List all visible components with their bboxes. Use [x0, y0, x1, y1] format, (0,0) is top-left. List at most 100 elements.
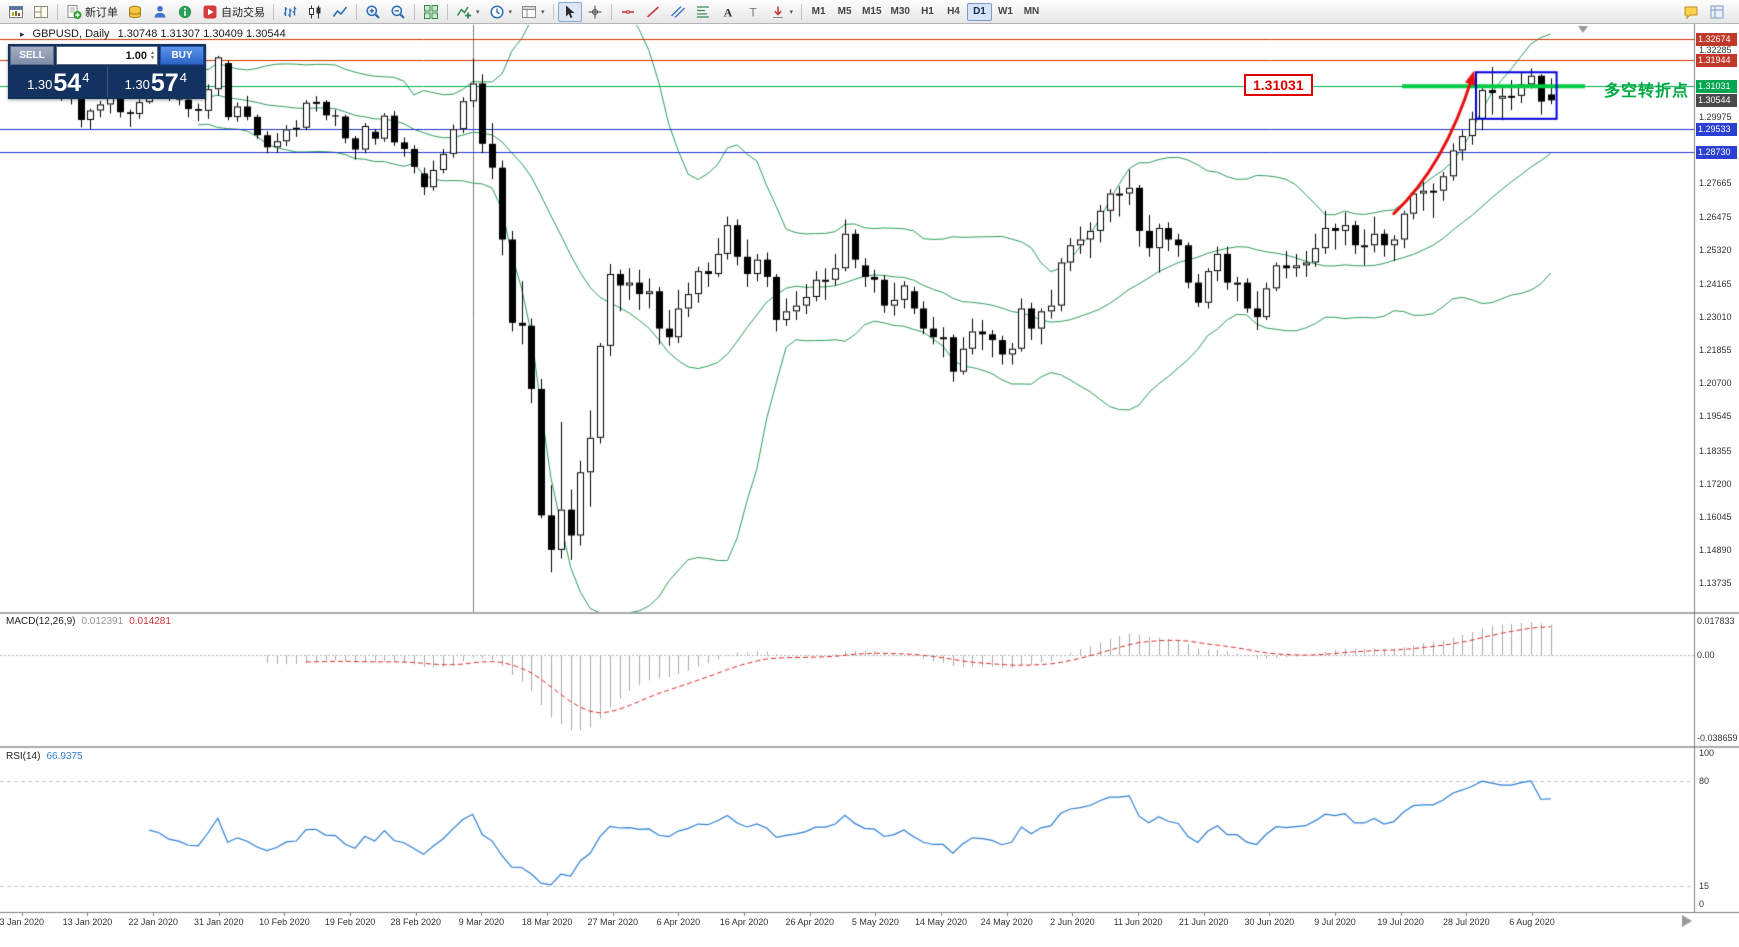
time-axis-label: 19 Jul 2020: [1377, 917, 1424, 927]
timeframe-m1-button[interactable]: M1: [811, 6, 826, 17]
market-watch-button[interactable]: [148, 2, 172, 22]
label-tool-icon: T: [749, 5, 757, 19]
time-axis-label: 28 Feb 2020: [390, 917, 442, 927]
time-axis-label: 21 Jun 2020: [1178, 917, 1229, 927]
volume-input[interactable]: 1.00 ▲ ▼: [56, 46, 158, 65]
crosshair-button[interactable]: [583, 2, 607, 22]
time-axis-label: 14 May 2020: [915, 917, 968, 927]
fibonacci-tool-button[interactable]: [691, 2, 715, 22]
tile-windows-button[interactable]: [419, 2, 443, 22]
templates-button[interactable]: ▾: [517, 2, 549, 22]
rsi-axis-value: 15: [1699, 880, 1710, 891]
time-axis-label: 2 Jun 2020: [1050, 917, 1095, 927]
timeframe-mn-button[interactable]: MN: [1023, 6, 1040, 17]
toolbar-separator: [356, 3, 357, 20]
candlestick-mode-button[interactable]: [303, 2, 327, 22]
cursor-icon: [565, 5, 575, 18]
mql5-services-icon: [1710, 5, 1724, 18]
chart-ohlc-values: 1.30748 1.31307 1.30409 1.30544: [117, 28, 286, 40]
price-tag: 1.31944: [1696, 53, 1737, 67]
time-axis-label: 19 Feb 2020: [324, 917, 376, 927]
time-axis-label: 22 Jan 2020: [128, 917, 178, 927]
autotrading-icon: [203, 5, 217, 18]
periods-button[interactable]: ▾: [485, 2, 517, 22]
timeframe-m5-button[interactable]: M5: [837, 6, 852, 17]
new-order-label: 新订单: [85, 6, 118, 19]
volume-stepper[interactable]: ▲ ▼: [150, 49, 155, 61]
text-tool-button[interactable]: A: [716, 2, 740, 22]
buy-button[interactable]: BUY: [160, 46, 204, 65]
label-tool-button[interactable]: T: [741, 2, 765, 22]
bar-chart-mode-icon: [283, 6, 297, 17]
zoom-in-button[interactable]: [361, 2, 385, 22]
spinner-up-icon[interactable]: ▲: [150, 49, 155, 56]
time-axis-label: 10 Feb 2020: [259, 917, 310, 927]
zoom-out-button[interactable]: [386, 2, 410, 22]
price-axis-tick: 1.19545: [1699, 411, 1732, 422]
price-axis-tick: 1.25320: [1699, 245, 1732, 256]
timeframe-d1-button[interactable]: D1: [966, 2, 992, 21]
macd-signal-value: 0.014281: [129, 616, 171, 627]
horizontal-line-tool-button[interactable]: [616, 2, 640, 22]
one-click-trading-panel: SELL 1.00 ▲ ▼ BUY 1.30 54 4 1.30 57 4: [8, 44, 206, 99]
bar-chart-mode-button[interactable]: [278, 2, 302, 22]
indicators-button[interactable]: ▾: [452, 2, 484, 22]
tile-windows-icon: [424, 4, 438, 19]
volume-value: 1.00: [125, 49, 148, 62]
autotrading-label: 自动交易: [221, 6, 265, 19]
symbols-button[interactable]: [123, 2, 147, 22]
trendline-tool-icon: [646, 5, 659, 18]
autotrading-button[interactable]: 自动交易: [198, 2, 269, 22]
sell-price-button[interactable]: 1.30 54 4: [10, 66, 107, 97]
time-axis-label: 26 Apr 2020: [785, 917, 834, 927]
rsi-axis-value: 0: [1699, 899, 1705, 909]
bid-price-big: 54: [53, 69, 82, 97]
price-tag: 1.28730: [1696, 145, 1737, 159]
timeframe-m15-button[interactable]: M15: [862, 6, 882, 17]
time-axis-label: 11 Jun 2020: [1113, 917, 1163, 927]
horizontal-line-tool-icon: [621, 9, 634, 14]
trendline-tool-button[interactable]: [641, 2, 665, 22]
price-flag-label: 1.31031: [1244, 74, 1313, 96]
new-order-icon: [67, 4, 82, 19]
new-chart-button[interactable]: [4, 2, 28, 22]
timeframe-m30-button[interactable]: M30: [890, 6, 910, 17]
symbols-icon: [129, 5, 141, 18]
profiles-button[interactable]: [29, 2, 53, 22]
navigator-button[interactable]: [173, 2, 197, 22]
new-order-button[interactable]: 新订单: [62, 2, 122, 22]
spinner-down-icon[interactable]: ▼: [150, 54, 155, 61]
price-tag: 1.29533: [1696, 122, 1737, 136]
cursor-button[interactable]: [557, 1, 582, 22]
svg-text:A: A: [723, 5, 732, 19]
candlestick-mode-icon: [309, 5, 321, 18]
timeframe-w1-button[interactable]: W1: [997, 6, 1013, 17]
rsi-axis-value: 80: [1699, 776, 1710, 787]
price-axis-tick: 1.23010: [1699, 311, 1732, 322]
timeframe-h1-button[interactable]: H1: [921, 6, 934, 17]
chart-title: ▸ GBPUSD, Daily 1.30748 1.31307 1.30409 …: [20, 28, 286, 40]
time-axis-label: 30 Jun 2020: [1244, 917, 1295, 927]
arrows-tool-icon: [772, 6, 783, 18]
buy-price-button[interactable]: 1.30 57 4: [106, 66, 205, 97]
arrows-tool-button[interactable]: ▾: [766, 2, 798, 22]
toolbar-separator: [801, 3, 803, 20]
chart-marker-icon: ▸: [20, 28, 25, 39]
price-axis-tick: 1.24165: [1699, 278, 1732, 289]
toolbar-separator: [273, 3, 274, 20]
community-button[interactable]: [1679, 2, 1703, 22]
price-axis-tick: 1.13735: [1699, 578, 1732, 589]
sell-button[interactable]: SELL: [10, 46, 54, 65]
mql5-services-button[interactable]: [1705, 2, 1729, 22]
chart-symbol-period: GBPUSD, Daily: [32, 28, 110, 40]
chevron-down-icon: ▾: [508, 8, 513, 16]
text-tool-icon: A: [723, 5, 732, 19]
line-chart-mode-button[interactable]: [328, 2, 352, 22]
price-tag: 1.32674: [1696, 32, 1737, 46]
time-axis-label: 28 Jul 2020: [1443, 917, 1490, 927]
channel-tool-button[interactable]: [666, 2, 690, 22]
timeframe-h4-button[interactable]: H4: [947, 6, 960, 17]
